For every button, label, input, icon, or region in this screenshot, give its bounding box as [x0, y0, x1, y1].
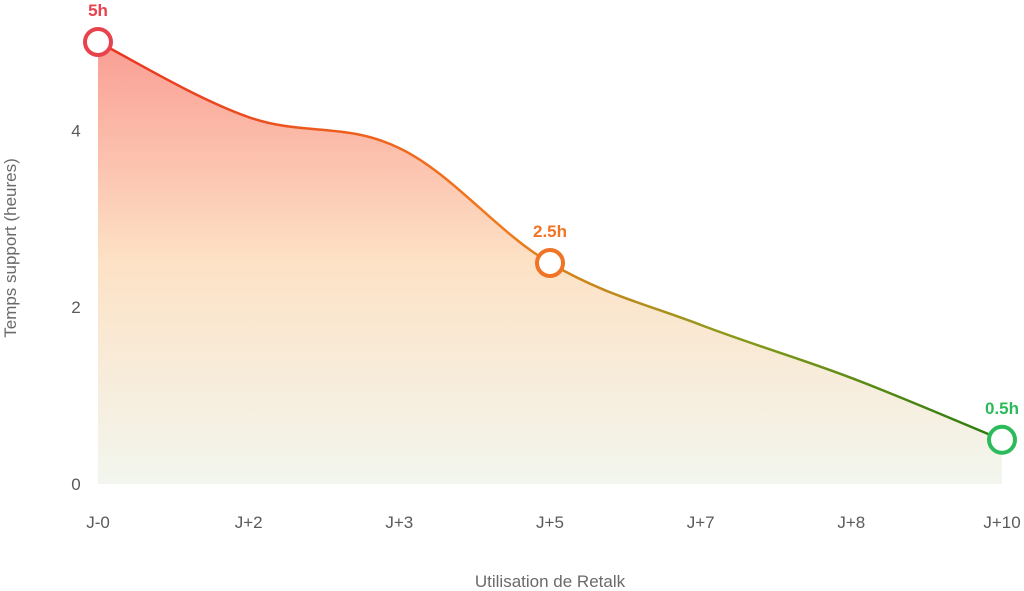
- x-tick-label: J+5: [536, 513, 564, 532]
- highlight-point-label: 0.5h: [985, 399, 1019, 418]
- y-tick-label: 0: [71, 475, 80, 494]
- y-axis-ticks: 0 2 4: [71, 121, 80, 494]
- highlight-point-marker: [83, 27, 113, 57]
- highlight-point-marker: [987, 424, 1017, 455]
- x-tick-label: J+10: [983, 513, 1020, 532]
- x-tick-label: J+2: [235, 513, 263, 532]
- y-tick-label: 4: [71, 121, 80, 140]
- y-axis-title: Temps support (heures): [1, 158, 20, 338]
- x-axis-title: Utilisation de Retalk: [475, 572, 626, 591]
- highlight-markers: 5h 2.5h 0.5h: [83, 1, 1019, 455]
- highlight-point-marker: [535, 248, 565, 278]
- y-tick-label: 2: [71, 298, 80, 317]
- highlight-point-label: 5h: [88, 1, 108, 20]
- x-tick-label: J+8: [837, 513, 865, 532]
- x-tick-label: J+3: [385, 513, 413, 532]
- x-axis-ticks: J-0 J+2 J+3 J+5 J+7 J+8 J+10: [86, 513, 1020, 532]
- x-tick-label: J+7: [687, 513, 715, 532]
- x-tick-label: J-0: [86, 513, 110, 532]
- highlight-point-label: 2.5h: [533, 222, 567, 241]
